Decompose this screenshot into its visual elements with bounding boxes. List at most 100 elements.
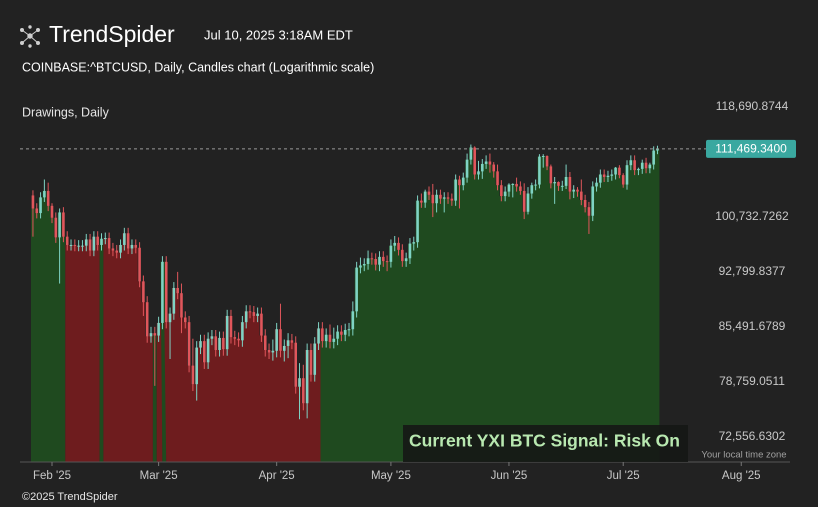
candle-body [633,160,636,171]
candle-body [214,336,218,351]
x-tick-label: Jul '25 [607,470,640,482]
candle-body [614,167,617,175]
candle-body [458,179,461,186]
candle-body [343,329,347,335]
candle-body [564,176,568,186]
candle-body [31,195,35,209]
candle-body [39,197,42,214]
candle-body [602,174,606,177]
candle-body [260,313,263,336]
candle-body [317,328,320,344]
candle-body [313,343,317,375]
candle-body [65,236,69,245]
candle-body [629,160,633,166]
candle-body [92,236,96,251]
candle-body [461,177,465,186]
candle-body [625,165,629,185]
candle-body [294,342,298,387]
candle-body [126,233,130,249]
candle-body [492,164,496,172]
candle-body [271,350,275,353]
candle-body [244,311,248,323]
logo-icon [20,25,40,48]
candle-body [88,239,92,251]
candle-body [545,155,549,167]
signal-region [152,335,157,462]
candle-body [370,258,374,260]
x-tick-label: May '25 [371,470,411,482]
candle-body [587,207,591,216]
candle-body [595,182,598,187]
candle-body [454,179,457,201]
candle-body [302,378,305,404]
candle-body [35,208,39,214]
footer: ©2025 TrendSpider [22,491,118,503]
candle-body [347,329,351,331]
candle-body [62,212,65,237]
candle-body [275,329,278,351]
candle-body [530,185,534,194]
candle-body [416,200,419,243]
candle-body [610,174,614,176]
candle-body [210,336,214,339]
x-tick-label: Apr '25 [259,470,295,482]
candle-body [123,233,126,245]
y-tick-label: 92,799.8377 [719,264,786,278]
candle-body [203,341,206,363]
candle-body [96,236,99,245]
candle-body [172,287,176,314]
candle-body [241,322,244,341]
candle-body [648,164,652,169]
candle-body [237,338,240,341]
candle-body [81,245,84,247]
candle-body [420,200,423,203]
signal-box [403,425,688,462]
candle-body [199,341,202,348]
candle-body [328,334,332,342]
candle-body [69,244,73,246]
candle-body [104,238,107,240]
candle-body [656,148,659,151]
candle-body [469,147,473,160]
signal-region [31,190,66,462]
candle-body [340,331,343,335]
candle-body [180,293,183,318]
candle-body [503,191,507,197]
candle-body [511,183,515,185]
candle-body [168,313,172,323]
candle-body [644,162,648,169]
candle-body [157,322,160,336]
candle-body [423,191,427,203]
candle-body [488,161,492,165]
signal-region [99,238,104,462]
candle-body [142,281,145,303]
candle-body [298,378,301,387]
plot [31,144,660,462]
candle-body [591,186,595,216]
candle-body [580,191,583,200]
candle-body [484,161,488,164]
candle-body [332,338,336,342]
candle-body [366,258,370,264]
candle-body [412,242,416,244]
candle-body [526,193,530,212]
timezone-note: Your local time zone [701,450,786,461]
candle-body [183,317,187,323]
candle-body [450,198,454,201]
candle-body [541,155,545,157]
candle-body [73,244,77,246]
candle-body [282,345,286,351]
y-tick-label: 118,690.8744 [716,99,789,113]
candle-body [134,244,138,248]
candle-body [286,340,290,346]
candle-body [522,190,526,212]
candle-body [229,315,233,338]
candle-body [637,168,640,171]
candle-body [389,245,393,262]
candle-body [263,335,267,351]
candle-body [336,331,339,339]
candle-body [534,184,537,186]
signal-region [320,147,660,462]
candle-body [381,256,385,262]
